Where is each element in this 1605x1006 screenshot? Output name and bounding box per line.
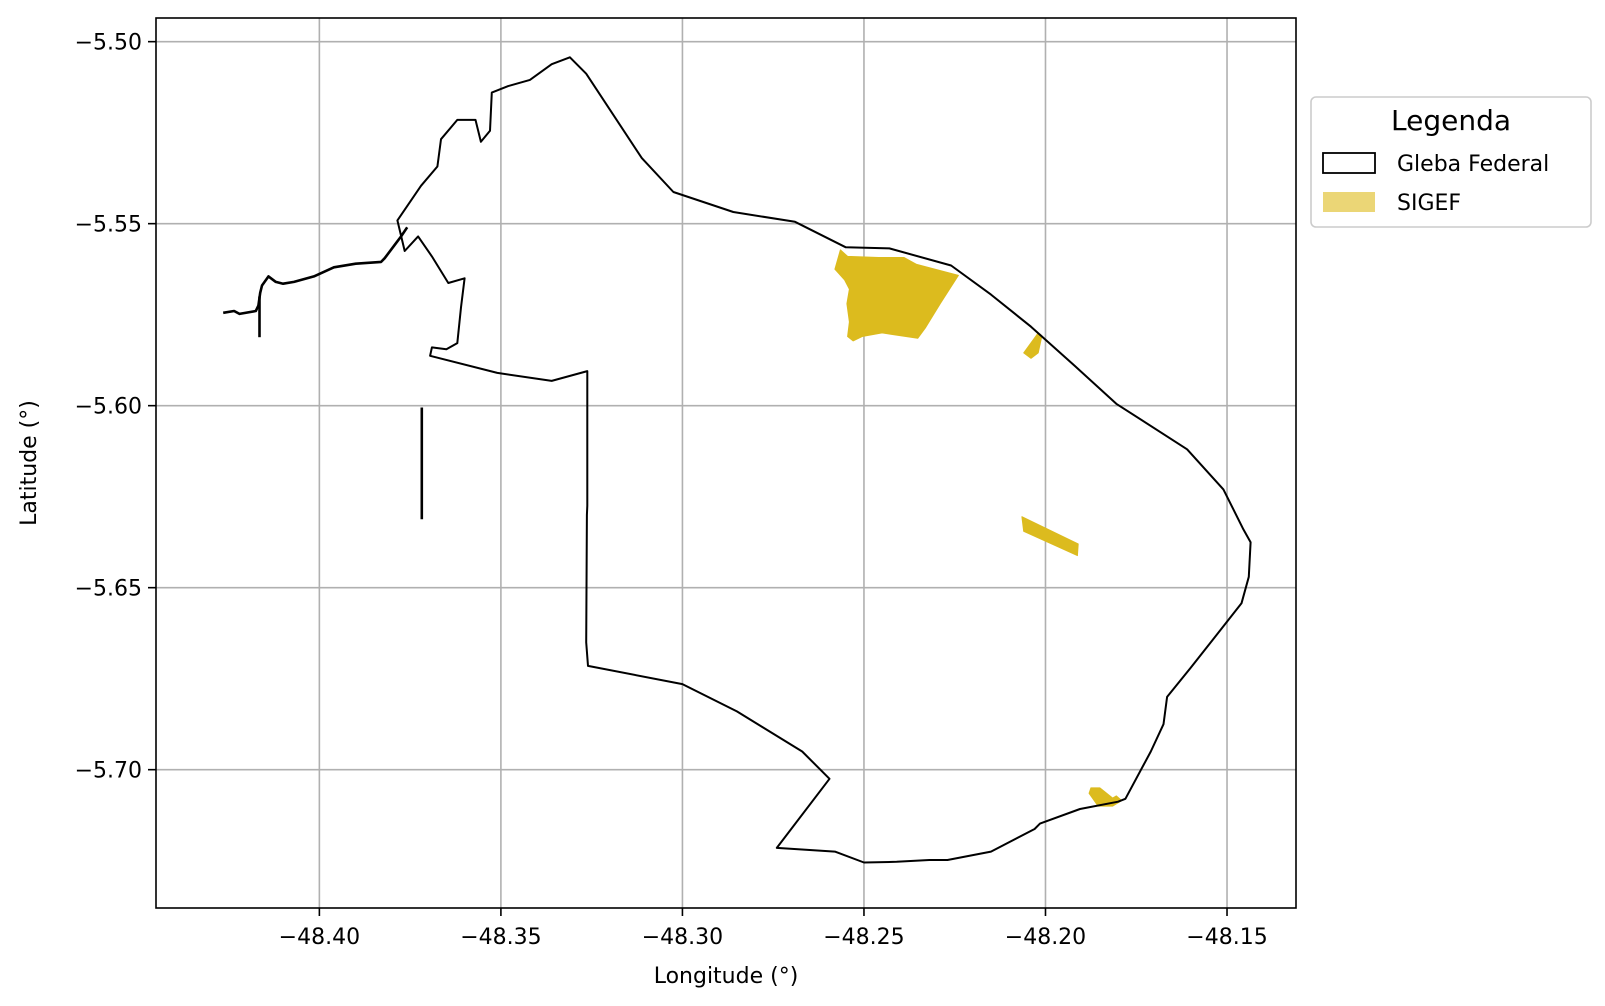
sigef-parcel [1021, 516, 1079, 557]
legend-label-gleba-federal: Gleba Federal [1397, 152, 1549, 177]
legend-label-sigef: SIGEF [1397, 191, 1461, 216]
gleba-federal-fragment [222, 226, 409, 316]
axis-ticks: −48.40 −48.35 −48.30 −48.25 −48.20 −48.15 −5.5… [75, 31, 1268, 950]
legend-title: Legenda [1391, 104, 1511, 137]
legend-box [1310, 96, 1592, 228]
gleba-federal-layer [222, 56, 1252, 864]
legend-swatch-gleba-federal [1322, 152, 1376, 174]
x-tick-label: −48.25 [823, 925, 904, 950]
y-tick-label: −5.60 [75, 395, 142, 420]
y-axis-label: Latitude (°) [17, 400, 42, 526]
y-tick-label: −5.50 [75, 31, 142, 56]
plot-area-frame [155, 17, 1297, 909]
x-tick-label: −48.30 [642, 925, 723, 950]
gridlines [156, 18, 1296, 908]
sigef-layer [834, 249, 1123, 807]
legend-swatch-sigef [1323, 192, 1375, 212]
x-tick-label: −48.40 [279, 925, 360, 950]
y-tick-label: −5.55 [75, 213, 142, 238]
y-tick-label: −5.65 [75, 577, 142, 602]
y-tick-label: −5.70 [75, 759, 142, 784]
x-tick-label: −48.15 [1186, 925, 1267, 950]
sigef-parcel [1023, 332, 1043, 359]
sigef-parcel [834, 249, 959, 342]
legend: Legenda Gleba Federal SIGEF [1310, 96, 1592, 228]
x-tick-label: −48.20 [1005, 925, 1086, 950]
x-axis-label: Longitude (°) [654, 964, 799, 989]
gleba-federal-boundary [396, 56, 1252, 864]
x-tick-label: −48.35 [460, 925, 541, 950]
